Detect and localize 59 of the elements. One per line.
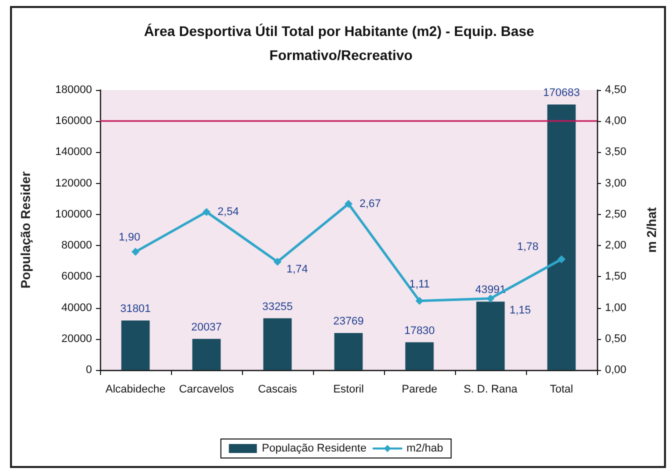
x-tick-label: Alcabideche bbox=[106, 384, 166, 396]
data-label: 1,15 bbox=[510, 304, 531, 316]
y2-tick-label: 1,50 bbox=[605, 270, 626, 283]
data-label: 23769 bbox=[333, 316, 364, 328]
bar bbox=[192, 338, 221, 370]
bar bbox=[476, 302, 505, 370]
y-tick-label: 120000 bbox=[55, 177, 92, 190]
bar bbox=[547, 104, 576, 370]
y-tick-label: 180000 bbox=[55, 84, 92, 96]
legend-label: m2/hab bbox=[406, 442, 444, 454]
data-label: 1,11 bbox=[409, 278, 430, 290]
data-label: 2,54 bbox=[218, 206, 239, 218]
bar bbox=[334, 333, 363, 370]
point bbox=[344, 200, 352, 208]
y2-tick-label: 3,00 bbox=[605, 177, 626, 190]
x-tick-label: Parede bbox=[402, 384, 438, 396]
point bbox=[274, 258, 282, 266]
x-tick-label: Total bbox=[550, 384, 574, 396]
data-label: 17830 bbox=[404, 324, 435, 337]
y-tick-label: 80000 bbox=[61, 240, 92, 252]
point bbox=[486, 294, 494, 302]
data-label: 1,78 bbox=[517, 241, 538, 254]
point bbox=[202, 208, 210, 216]
y2-tick-label: 0,50 bbox=[605, 332, 626, 345]
y-axis-title: População Resider bbox=[18, 171, 33, 289]
data-label: 2,67 bbox=[360, 198, 381, 210]
y-tick-label: 60000 bbox=[61, 270, 92, 283]
point bbox=[132, 248, 140, 256]
y-tick-label: 40000 bbox=[61, 302, 92, 314]
y2-tick-label: 2,00 bbox=[605, 240, 626, 252]
y2-tick-label: 3,50 bbox=[605, 146, 626, 158]
x-tick-label: Carcavelos bbox=[178, 384, 235, 396]
data-label: 1,74 bbox=[286, 264, 308, 276]
y-tick-label: 100000 bbox=[55, 208, 92, 220]
bar bbox=[405, 342, 434, 370]
y2-tick-label: 4,50 bbox=[605, 84, 626, 96]
bar bbox=[121, 320, 150, 370]
data-label: 1,90 bbox=[118, 231, 140, 244]
x-tick-label: S. D. Rana bbox=[464, 384, 518, 396]
x-tick-label: Cascais bbox=[258, 384, 298, 396]
data-label: 33255 bbox=[262, 300, 293, 313]
point bbox=[558, 255, 566, 264]
data-label: 31801 bbox=[120, 303, 151, 316]
y-tick-label: 0 bbox=[86, 364, 92, 376]
y2-tick-label: 0,00 bbox=[605, 364, 626, 376]
y2-tick-label: 2,50 bbox=[605, 208, 626, 220]
y-tick-label: 160000 bbox=[55, 115, 92, 128]
data-label: 20037 bbox=[191, 321, 222, 334]
y-tick-label: 20000 bbox=[61, 332, 92, 345]
x-tick-label: Estoril bbox=[333, 384, 364, 396]
bar bbox=[263, 318, 292, 370]
chart-title: Área Desportiva Útil Total por Habitante (m2) - Equip. Base Formativo/Recreativo bbox=[144, 23, 538, 63]
y2-axis-title: m 2/hat bbox=[644, 206, 659, 253]
y2-tick-label: 4,00 bbox=[605, 115, 626, 128]
point bbox=[416, 296, 424, 305]
legend-label: População Residente bbox=[262, 442, 366, 454]
y-tick-label: 140000 bbox=[55, 146, 92, 158]
data-label: 170683 bbox=[543, 86, 580, 99]
y2-tick-label: 1,00 bbox=[605, 302, 626, 314]
